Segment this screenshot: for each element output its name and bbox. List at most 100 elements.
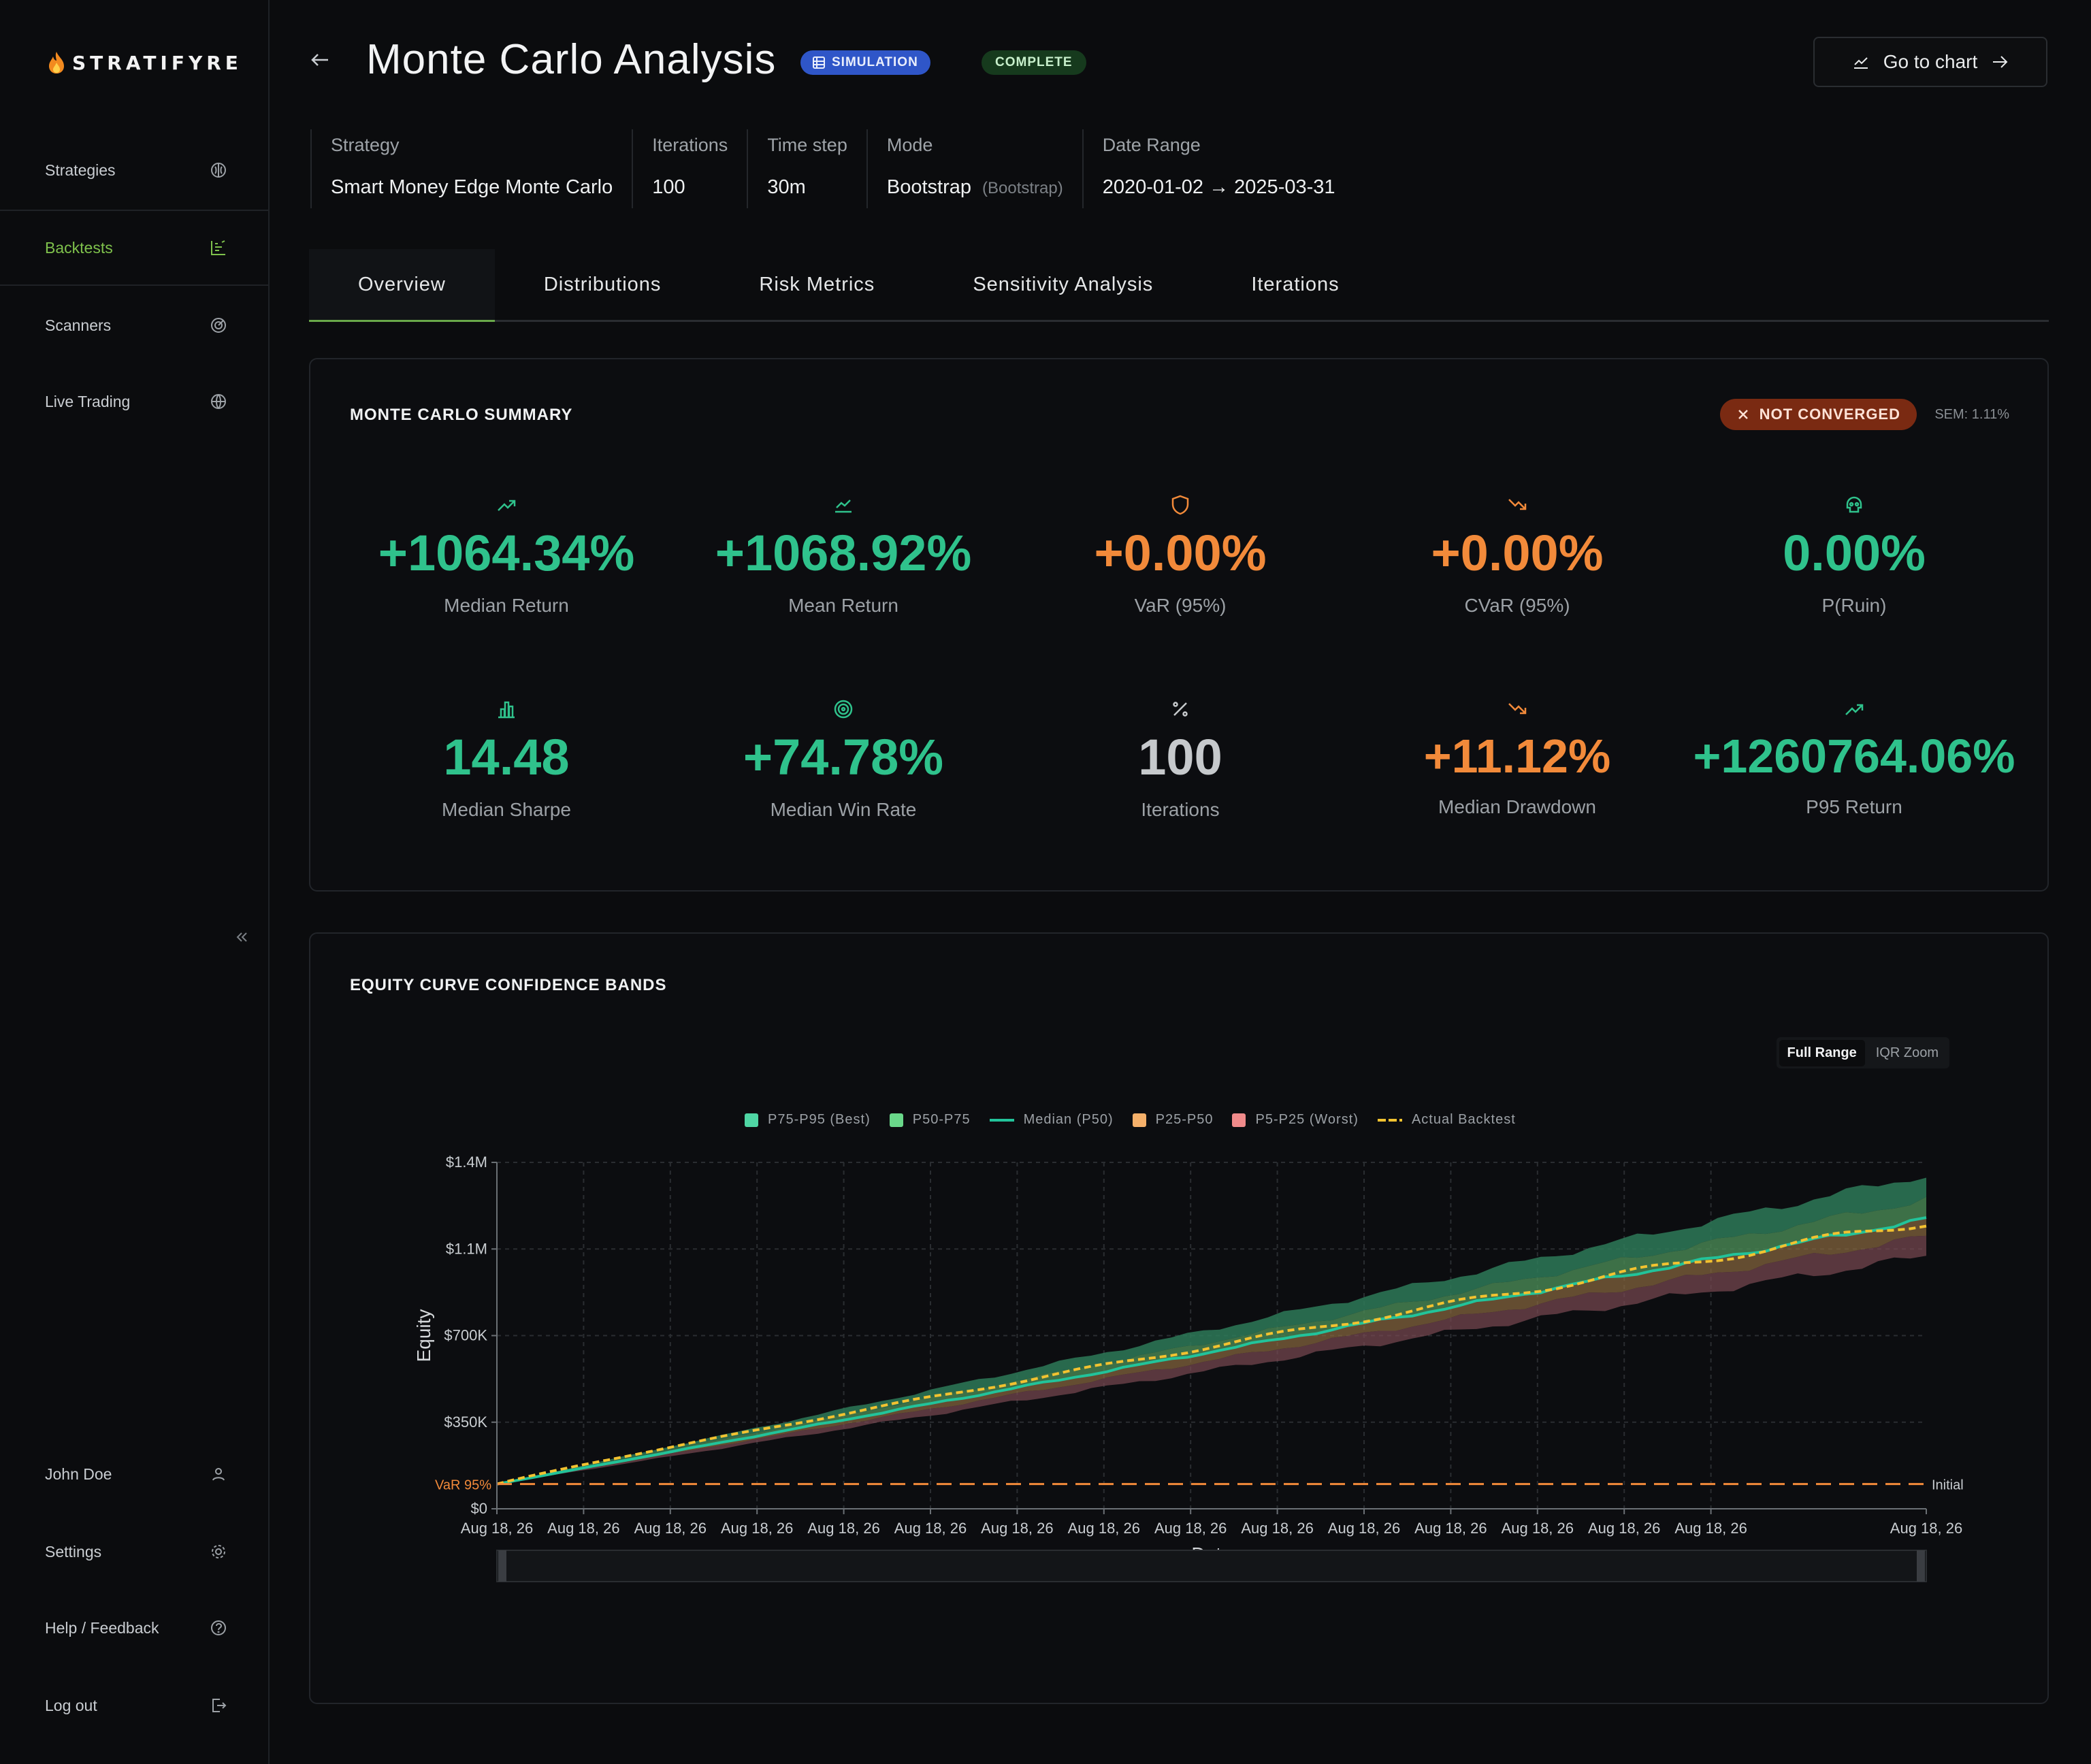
metric-iterations: 100 Iterations [1010,698,1350,821]
metric-label: Mean Return [788,595,898,616]
user-icon [212,1468,225,1481]
meta-label: Strategy [331,135,400,155]
legend-label: Median (P50) [1023,1112,1114,1127]
y-tick-label: $1.1M [446,1240,487,1257]
legend-label: P25-P50 [1155,1112,1214,1127]
y-axis-label: Equity [413,1309,434,1362]
x-tick-label: Aug 18, 26 [1414,1520,1487,1537]
sidebar-item-strategies[interactable]: Strategies [0,132,268,208]
metric-median-return: +1064.34% Median Return [336,494,677,617]
range-slider-handle-right [1917,1550,1925,1582]
metric-value: +74.78% [743,729,944,785]
sidebar-item-logout[interactable]: Log out [0,1667,268,1744]
sidebar-item-label: John Doe [45,1465,112,1483]
y-tick-label: $700K [444,1327,487,1344]
x-tick-label: Aug 18, 26 [894,1520,967,1537]
metric-value: +11.12% [1423,730,1611,783]
legend-label: Actual Backtest [1411,1112,1516,1127]
metric-value: +0.00% [1094,525,1267,581]
meta-iterations: Iterations 100 [632,129,747,208]
collapse-sidebar-icon[interactable] [234,930,249,945]
legend-item[interactable]: Median (P50) [989,1112,1114,1128]
help-icon [211,1620,226,1635]
full-range-button[interactable]: Full Range [1779,1039,1865,1066]
tab-distributions[interactable]: Distributions [543,273,662,295]
metric-label: P95 Return [1806,796,1902,817]
tab-iterations[interactable]: Iterations [1251,273,1340,295]
equity-chart[interactable]: $0 $350K $700K $1.1M $1.4M Aug 18, 26 Aug 18, … [310,934,2050,1705]
go-to-chart-button[interactable]: Go to chart [1813,37,2047,87]
chart-bands [497,1177,1926,1484]
close-icon [1738,410,1748,419]
x-tick-label: Aug 18, 26 [721,1520,793,1537]
legend-swatch [889,1113,903,1127]
tab-risk-metrics[interactable]: Risk Metrics [759,273,875,295]
meta-value: 2020-01-02 → 2025-03-31 [1102,176,1335,198]
chart-legend: P75-P95 (Best) P50-P75 Median (P50) P25-… [745,1112,1516,1128]
actual-backtest-line [496,1224,1927,1486]
sidebar-item-user[interactable]: John Doe [0,1436,268,1512]
legend-item[interactable]: Actual Backtest [1377,1112,1516,1128]
metric-median-win-rate: +74.78% Median Win Rate [673,698,1014,821]
line-chart-icon [835,500,852,513]
metric-label: Median Return [444,595,569,616]
trending-down-icon [1508,499,1527,510]
legend-swatch [1377,1118,1402,1122]
bar-chart-icon [498,701,515,719]
sidebar-item-label: Live Trading [45,392,131,410]
metric-label: Median Drawdown [1438,796,1596,817]
simulation-badge: SIMULATION [800,50,930,75]
sidebar-item-scanners[interactable]: Scanners [0,287,268,363]
sidebar-item-settings[interactable]: Settings [0,1514,268,1590]
logout-icon [212,1699,227,1712]
legend-item[interactable]: P75-P95 (Best) [745,1112,871,1128]
x-tick-label: Aug 18, 26 [1890,1520,1962,1537]
back-arrow-icon[interactable] [310,52,329,68]
tab-overview[interactable]: Overview [309,249,495,322]
convergence-badge: NOT CONVERGED [1719,399,1917,430]
metric-label: Median Sharpe [442,799,571,820]
median-line [496,1216,1927,1486]
meta-value: 100 [652,176,685,198]
equity-title: EQUITY CURVE CONFIDENCE BANDS [350,976,667,994]
range-toggle: Full Range IQR Zoom [1776,1037,1949,1068]
equity-panel: EQUITY CURVE CONFIDENCE BANDS Full Range… [309,932,2049,1704]
legend-label: P75-P95 (Best) [768,1112,871,1127]
sem-value: SEM: 1.11% [1934,407,2009,422]
sidebar-item-label: Scanners [45,316,112,334]
mode-value: Bootstrap [886,176,971,198]
grid-icon [813,56,825,69]
brand-logo[interactable]: STRATIFYRE [46,50,242,75]
metric-mean-return: +1068.92% Mean Return [673,494,1014,617]
trending-up-icon [498,500,516,511]
sidebar-item-backtests[interactable]: Backtests [0,210,268,286]
meta-mode: Mode Bootstrap (Bootstrap) [866,129,1082,208]
sidebar-item-label: Log out [45,1696,97,1714]
metric-value: 0.00% [1783,525,1926,581]
sidebar-item-live-trading[interactable]: Live Trading [0,363,268,440]
legend-item[interactable]: P25-P50 [1132,1112,1214,1128]
metric-label: P(Ruin) [1821,595,1887,616]
skull-icon [1846,496,1862,513]
area-chart-icon [1853,57,1868,69]
x-tick-label: Aug 18, 26 [1588,1520,1660,1537]
iqr-zoom-button[interactable]: IQR Zoom [1875,1045,1939,1060]
trending-up-icon [1845,704,1864,715]
backtest-meta: Strategy Smart Money Edge Monte Carlo It… [310,129,1355,208]
simulation-badge-label: SIMULATION [832,55,918,69]
radar-icon [211,318,226,333]
metric-label: Median Win Rate [770,799,917,820]
meta-label: Date Range [1102,135,1201,155]
summary-title: MONTE CARLO SUMMARY [350,406,573,424]
brain-icon [211,163,226,178]
meta-strategy: Strategy Smart Money Edge Monte Carlo [310,129,632,208]
legend-item[interactable]: P50-P75 [889,1112,971,1128]
mode-sub: (Bootstrap) [982,179,1063,197]
tab-sensitivity-analysis[interactable]: Sensitivity Analysis [973,273,1154,295]
meta-value: 30m [767,176,806,198]
legend-item[interactable]: P5-P25 (Worst) [1232,1112,1358,1128]
metric-label: Iterations [1141,799,1220,820]
sidebar-item-help[interactable]: Help / Feedback [0,1590,268,1666]
y-tick-label: $0 [471,1500,487,1517]
band-p5-p25 [497,1235,1926,1484]
